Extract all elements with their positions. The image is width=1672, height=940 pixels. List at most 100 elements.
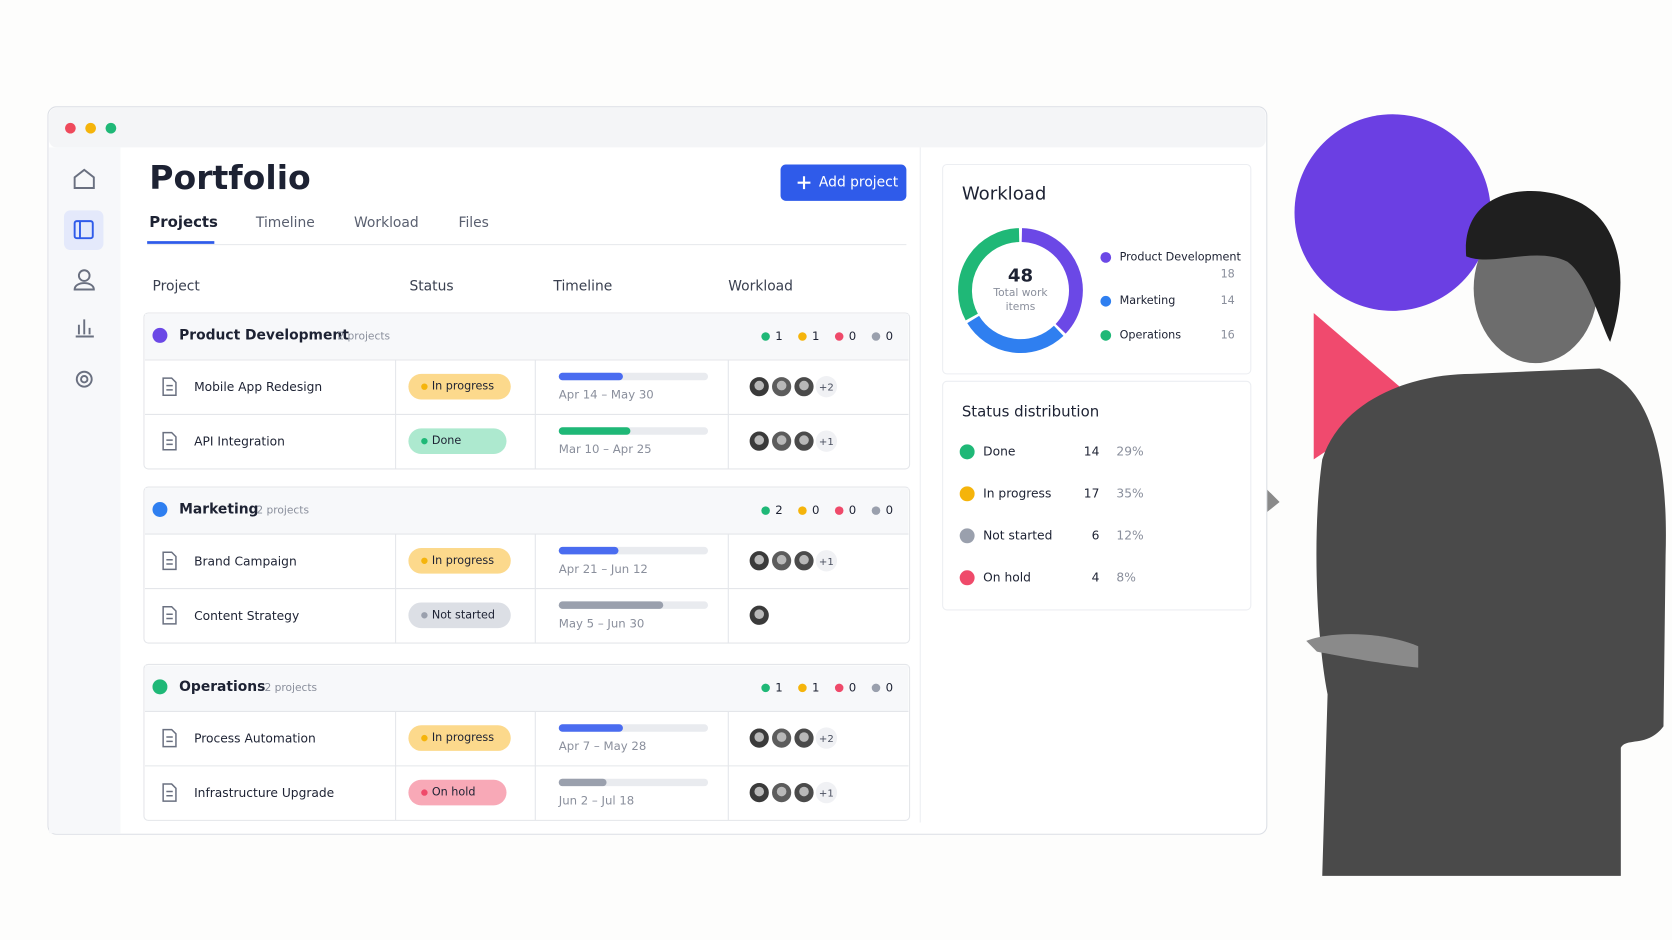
tab[interactable]: Files [459,215,489,231]
donut-segment [958,228,1020,321]
progress-fill [558,724,623,732]
count-dot [798,332,807,341]
status-name: In progress [983,486,1051,500]
minimize[interactable] [85,122,96,134]
decor [1130,114,1666,876]
status-count: 1 [812,329,819,343]
tab[interactable]: Timeline [255,215,315,231]
avatar-face [776,435,787,445]
avatar-more [815,727,838,749]
status-label: In progress [432,380,494,393]
status-name: Not started [983,528,1052,542]
status-title: Status distribution [962,402,1099,420]
status-dot [959,570,975,586]
timeline: Jun 2 – Jul 18 [558,794,635,808]
progress-fill [558,427,631,435]
avatar-extra: +2 [819,734,834,745]
column-header: Timeline [552,278,612,294]
doc-icon [162,551,177,571]
workload-title: Workload [962,183,1047,204]
status-share: 29% [1116,444,1143,458]
total-label: Total work items [993,287,1048,313]
add-button[interactable] [780,164,907,201]
avatar-face [776,554,787,565]
status-pill [408,547,511,574]
sidebar-icons[interactable] [63,168,104,388]
status-count: 4 [1092,570,1100,584]
status-count: 17 [1084,486,1100,500]
page-title: Portfolio [149,158,310,197]
count-dot [871,506,881,515]
avatar-face [754,609,765,620]
legend-value: 16 [1221,328,1235,341]
doc-icon [162,431,177,451]
doc-icon [162,728,177,748]
add-button-label[interactable]: Add project [819,175,899,191]
group-dot [152,679,168,695]
avatar-face [754,732,765,742]
legend-name: Marketing [1120,294,1176,307]
column-header: Status [409,278,453,294]
group-name: Marketing [179,502,258,518]
count-dot [871,683,881,693]
donut-segment [1021,228,1083,334]
legend-value: 18 [1221,268,1235,281]
donut-segment [967,315,1064,354]
avatar-face [754,435,765,445]
status-share: 8% [1116,570,1135,584]
project-name[interactable]: Process Automation [194,732,316,746]
count-dot [798,683,807,693]
project-name[interactable]: Content Strategy [194,609,299,623]
status-dot [959,444,975,460]
status-count: 0 [849,680,856,694]
project-name[interactable]: API Integration [194,435,285,449]
close[interactable] [65,122,76,134]
progress-fill [558,778,607,787]
avatar-extra: +1 [819,789,834,800]
avatar-extra: +1 [819,557,834,568]
avatar-face [799,732,809,742]
status-dot [959,486,975,502]
title-bar [49,107,1266,148]
avatar-face [776,786,787,797]
column-header: Project [152,278,200,294]
count-dot [761,506,770,515]
project-name[interactable]: Infrastructure Upgrade [194,786,334,800]
status-pill [408,373,511,400]
status-count: 14 [1084,444,1100,458]
pill-dot [421,734,428,742]
column-header: Workload [728,278,793,294]
status-count: 0 [849,503,856,517]
group-dot [152,327,168,343]
progress-fill [558,546,619,555]
avatar-face [754,786,765,797]
avatar-face [799,786,809,797]
doc-icon [162,605,177,625]
group-name: Product Development [179,327,349,343]
pill-dot [421,789,428,796]
status-card [942,380,1252,611]
count-dot [798,506,807,515]
project-name[interactable]: Brand Campaign [194,554,297,568]
group-count: 2 projects [264,681,317,694]
avatar-face [776,732,787,742]
status-pill [408,428,507,454]
status-count: 0 [886,503,893,517]
avatar-face [754,554,765,565]
legend-name: Product Development [1120,250,1242,263]
legend-value: 14 [1221,294,1235,307]
maximize[interactable] [105,122,117,134]
group-name: Operations [179,679,265,695]
status-count: 2 [775,503,782,517]
status-pill [408,725,511,751]
status-share: 12% [1116,528,1143,542]
project-name[interactable]: Mobile App Redesign [194,380,322,394]
status-pill [408,779,507,806]
total: 48 [1008,266,1033,287]
count-dot [834,683,844,693]
avatar-face [776,380,787,391]
tab[interactable]: Projects [149,213,218,231]
tab[interactable]: Workload [354,215,419,231]
